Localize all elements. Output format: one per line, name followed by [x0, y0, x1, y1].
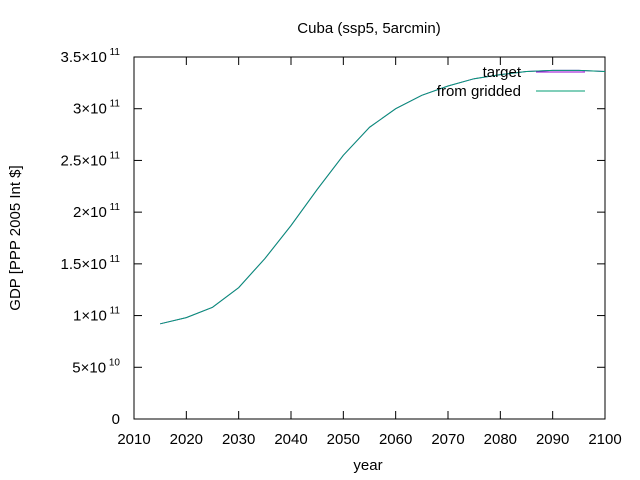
y-tick-label: 3.5×10 11: [61, 47, 121, 66]
y-tick-label: 5×10 10: [72, 357, 120, 376]
legend: target from gridded: [437, 64, 585, 100]
x-tick-label: 2050: [327, 431, 360, 448]
y-tick-label: 0: [112, 411, 120, 428]
x-tick-label: 2080: [484, 431, 517, 448]
x-tick-label: 2070: [431, 431, 464, 448]
series-line-from-gridded: [160, 69, 606, 325]
series-line-target: [160, 69, 606, 325]
legend-label: from gridded: [437, 83, 521, 100]
x-tick-label: 2040: [274, 431, 307, 448]
legend-label: target: [483, 64, 522, 81]
x-tick-label: 2060: [379, 431, 412, 448]
y-tick-label: 1×10 11: [73, 306, 120, 325]
x-tick-label: 2090: [536, 431, 569, 448]
y-axis-label: GDP [PPP 2005 Int $]: [7, 165, 24, 310]
x-tick-label: 2100: [588, 431, 621, 448]
y-tick-label: 2.5×10 11: [61, 150, 121, 169]
y-tick-label: 3×10 11: [73, 99, 120, 118]
x-axis-label: year: [353, 457, 382, 474]
y-tick-label: 1.5×10 11: [61, 254, 121, 273]
x-tick-label: 2030: [222, 431, 255, 448]
y-axis-ticks: 0 5×10 10 1×10 11 1.5×10 11 2×10 11 2.5×10 11…: [61, 47, 605, 428]
x-tick-label: 2010: [117, 431, 150, 448]
y-tick-label: 2×10 11: [73, 202, 120, 221]
series-lines: [160, 69, 606, 325]
x-tick-label: 2020: [170, 431, 203, 448]
x-axis-ticks: 2010 2020 2030 2040 2050 2060 2070 2080 2090 2100: [117, 57, 622, 448]
chart-title: Cuba (ssp5, 5arcmin): [297, 20, 440, 37]
plot-frame: [133, 56, 606, 420]
